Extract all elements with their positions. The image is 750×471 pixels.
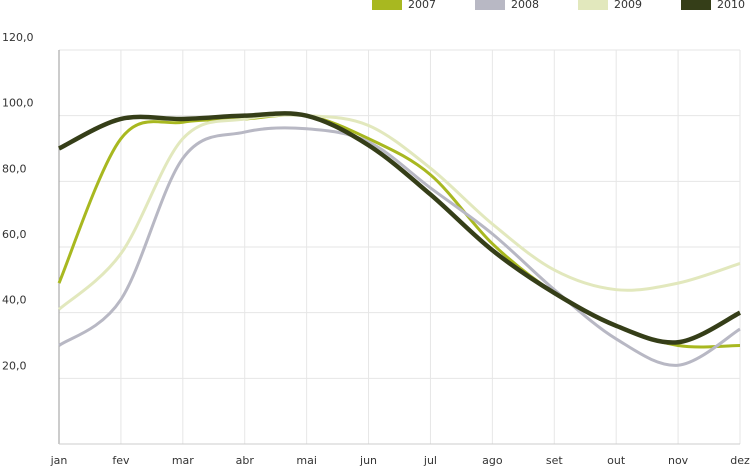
- legend-label: 2007: [408, 0, 436, 11]
- x-tick-label: jun: [359, 454, 377, 467]
- x-tick-label: abr: [236, 454, 255, 467]
- legend-swatch: [372, 0, 402, 10]
- legend-swatch: [681, 0, 711, 10]
- legend-label: 2009: [614, 0, 642, 11]
- line: [57, 113, 741, 349]
- x-tick-label: set: [546, 454, 563, 467]
- x-tick-label: out: [607, 454, 626, 467]
- line: [57, 113, 741, 311]
- legend-label: 2010: [717, 0, 745, 11]
- legend-label: 2008: [511, 0, 539, 11]
- line: [57, 111, 742, 345]
- x-tick-label: mar: [172, 454, 194, 467]
- x-tick-label: nov: [668, 454, 689, 467]
- x-tick-label: dez: [730, 454, 750, 467]
- x-tick-label: ago: [482, 454, 503, 467]
- y-tick-label: 100,0: [2, 97, 34, 110]
- y-tick-label: 120,0: [2, 31, 34, 44]
- x-tick-label: fev: [112, 454, 130, 467]
- legend-swatch: [475, 0, 505, 10]
- x-tick-label: mai: [296, 454, 317, 467]
- line: [58, 126, 741, 367]
- y-tick-label: 20,0: [2, 359, 27, 372]
- legend-swatch: [578, 0, 608, 10]
- y-tick-label: 40,0: [2, 294, 27, 307]
- y-tick-label: 60,0: [2, 228, 27, 241]
- x-tick-label: jan: [50, 454, 68, 467]
- y-tick-label: 80,0: [2, 162, 27, 175]
- x-tick-label: jul: [423, 454, 437, 467]
